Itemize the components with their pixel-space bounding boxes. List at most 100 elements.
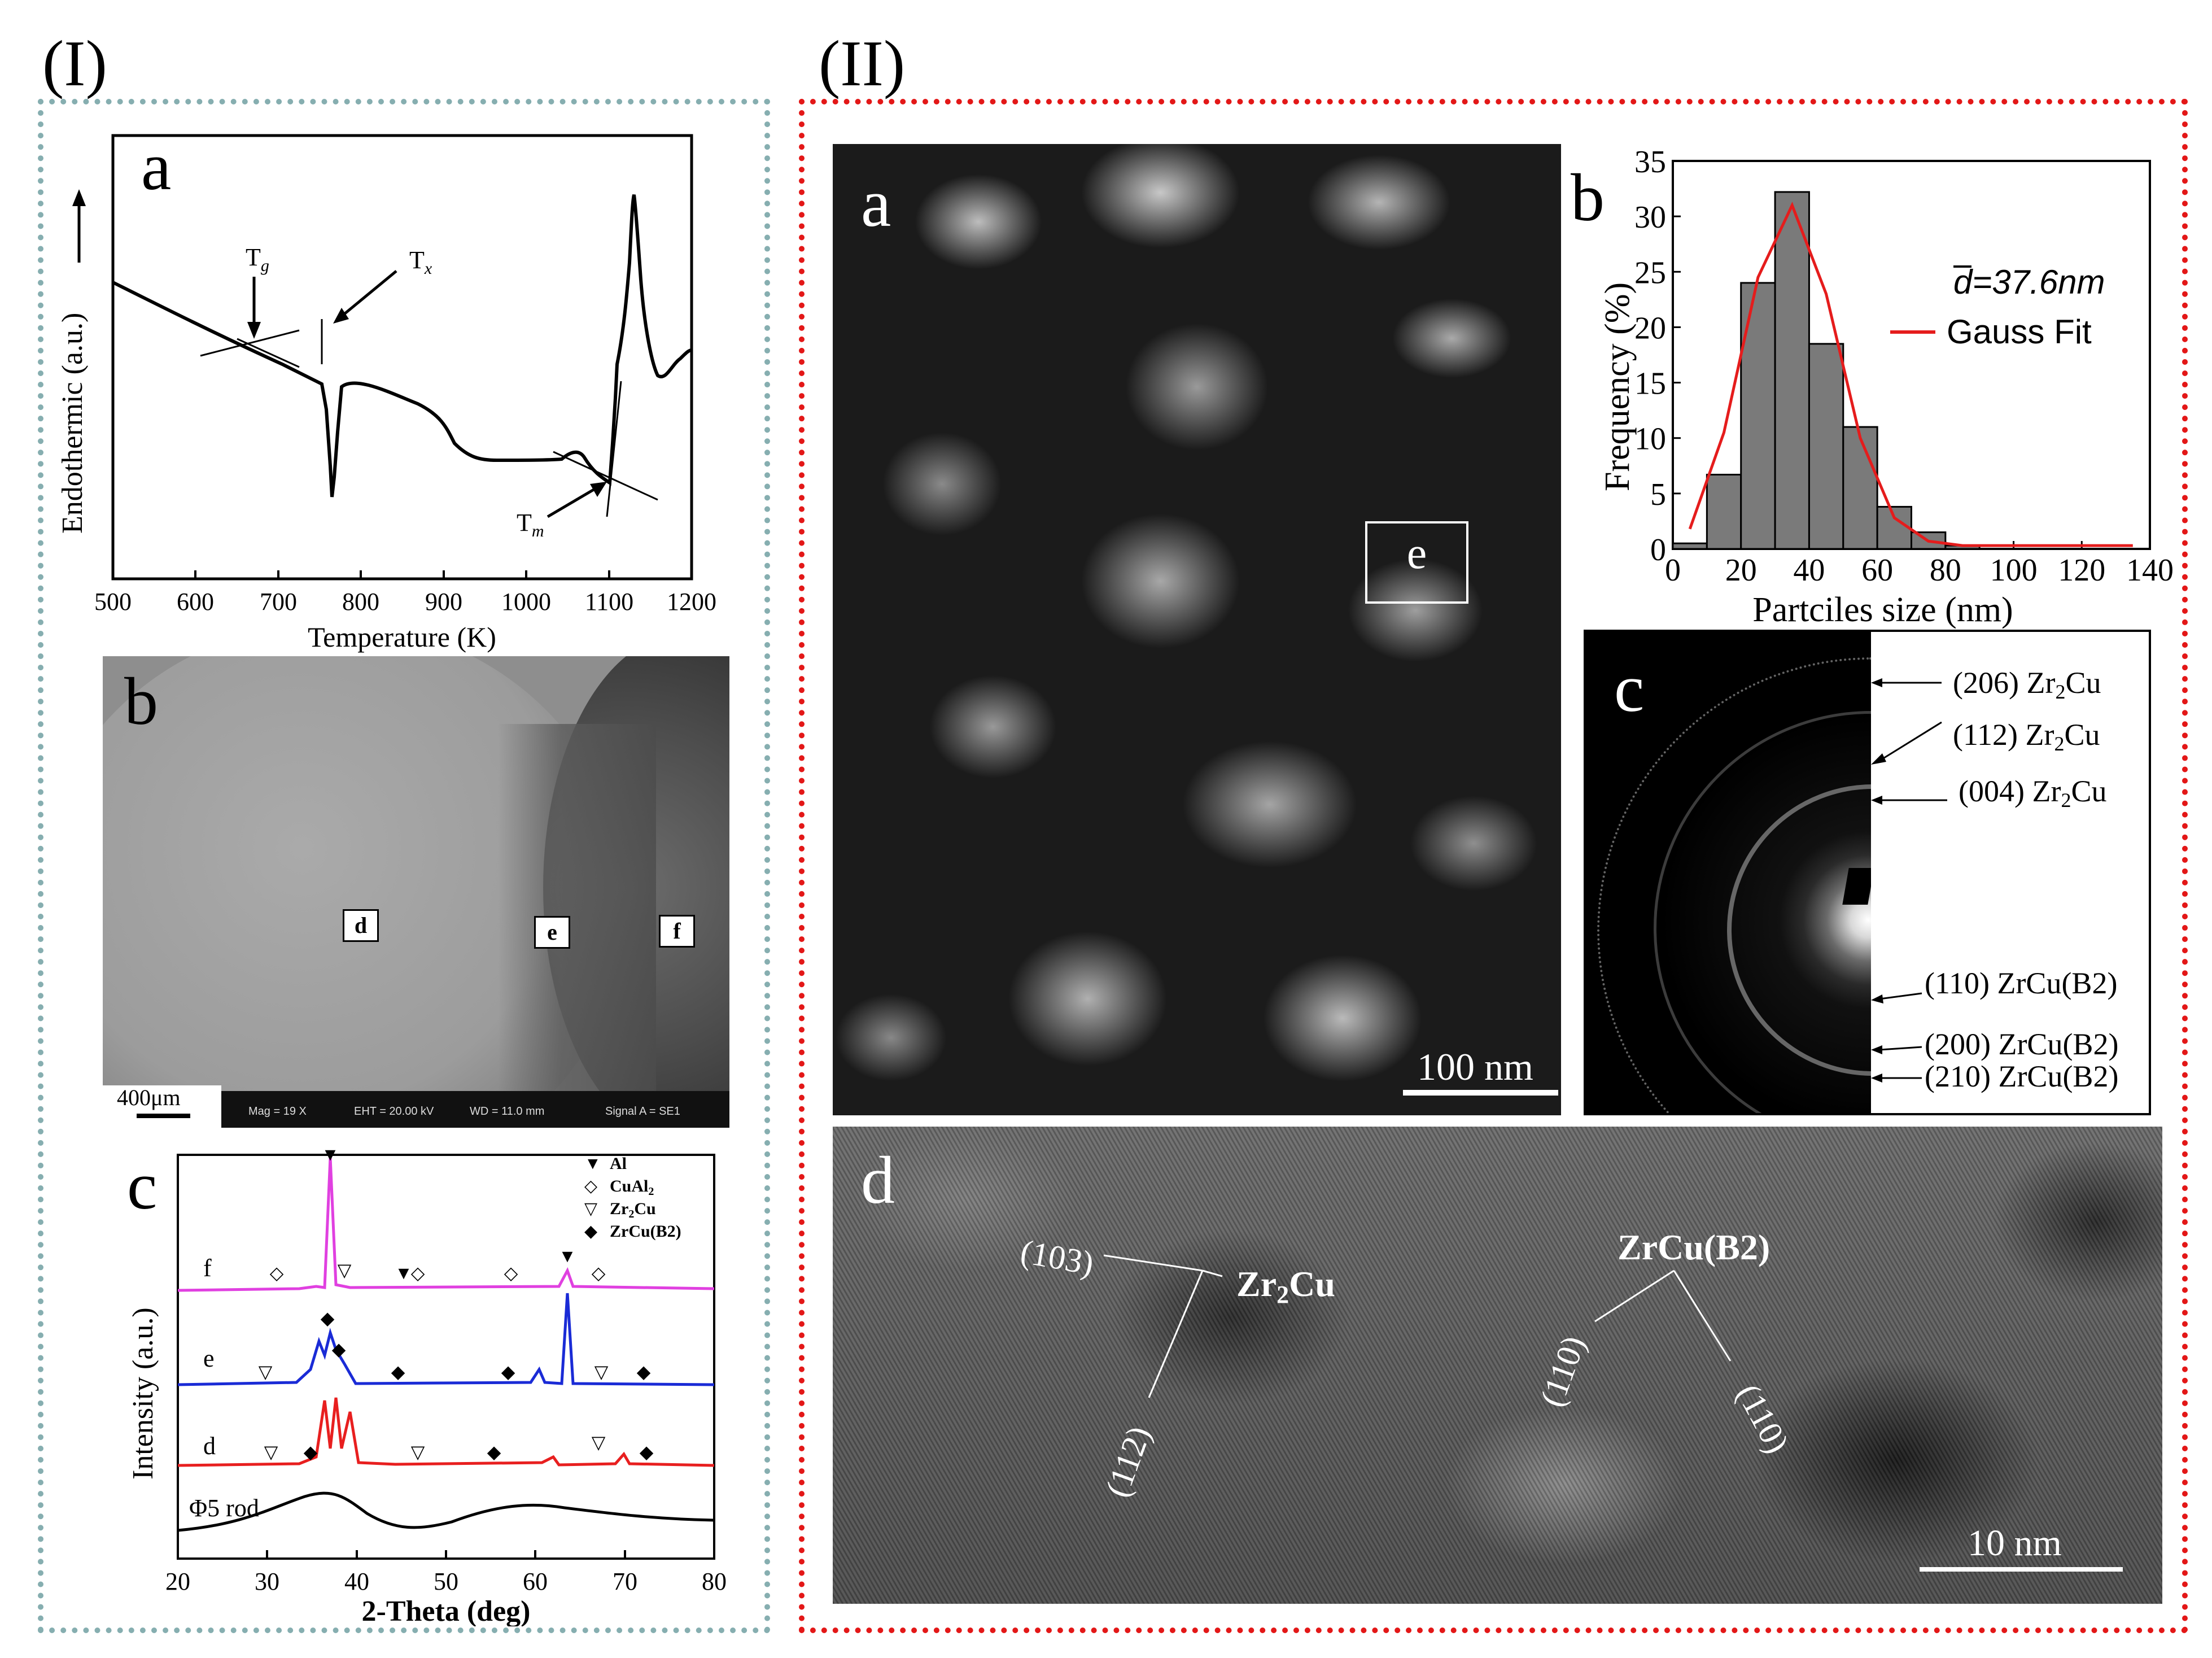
xrd-markers: ▼ ◇ ▽ ▼ ◇ ◇ ▼ ◇ ◆ ▽ ◆ ◆ ◆ ▽ ◆ ▽ ◆ ▽ ◆ ▽ … bbox=[259, 1144, 654, 1462]
saed-label-210: (210) ZrCu(B2) bbox=[1925, 1059, 2118, 1093]
hrtem-scale-bar bbox=[1920, 1567, 2123, 1572]
xrd-label-rod: Φ5 rod bbox=[189, 1494, 259, 1522]
hist-bar bbox=[1672, 542, 1708, 550]
sem-scale-label: 400μm bbox=[117, 1085, 181, 1110]
hist-ytick-label: 35 bbox=[1634, 145, 1666, 180]
hist-ytick-label: 5 bbox=[1650, 477, 1666, 512]
label-103: (103) bbox=[1018, 1233, 1096, 1282]
label-zr2cu: Zr2Cu bbox=[1236, 1264, 1335, 1308]
hist-xtick-label: 80 bbox=[1930, 553, 1961, 588]
xrd-legend: ▼ Al ◇ CuAl2 ▽ Zr2Cu ◆ ZrCu(B2) bbox=[584, 1154, 681, 1241]
label-110: (110) bbox=[1730, 1378, 1796, 1459]
hist-ytick-label: 25 bbox=[1634, 255, 1666, 290]
xrd-curve-rod bbox=[177, 1491, 715, 1532]
marker-b2: ◆ bbox=[637, 1362, 651, 1382]
sem-scale-bar bbox=[137, 1114, 190, 1118]
saed-ring bbox=[1597, 657, 1871, 1113]
dsc-curve bbox=[112, 194, 692, 498]
xrd-xlabel: 2-Theta (deg) bbox=[362, 1595, 531, 1626]
hist-xtick-label: 100 bbox=[1990, 553, 2038, 588]
dsc-ylabel: Endothermic (a.u.) bbox=[56, 313, 89, 534]
marker-al: ▼ bbox=[321, 1144, 339, 1164]
sem-signal: Signal A = SE1 bbox=[605, 1105, 680, 1118]
xrd-xtick: 20 bbox=[165, 1568, 190, 1595]
hrtem-annotations: (103) Zr2Cu (112) ZrCu(B2) (110) (110) bbox=[1018, 1227, 1796, 1502]
xrd-label-d: d bbox=[203, 1432, 216, 1460]
hist-bar bbox=[1740, 282, 1776, 550]
saed-pattern: c bbox=[1586, 632, 1871, 1113]
xrd-label-e: e bbox=[203, 1345, 215, 1372]
xrd-xtick: 80 bbox=[702, 1568, 727, 1595]
tem-region-box bbox=[1365, 521, 1468, 604]
hrtem-scale-label: 10 nm bbox=[1968, 1522, 2062, 1564]
hist-xtick-label: 60 bbox=[1861, 553, 1893, 588]
hist-xtick-label: 140 bbox=[2126, 553, 2174, 588]
marker-b2: ◆ bbox=[487, 1442, 501, 1462]
dsc-plot-frame bbox=[111, 134, 693, 581]
dsc-tg-arrowhead bbox=[247, 322, 261, 339]
saed-label-004: (004) Zr2Cu bbox=[1959, 774, 2106, 811]
marker-cual2: ◇ bbox=[411, 1263, 425, 1283]
dsc-tx-label: Tx bbox=[409, 246, 432, 278]
legend-zr2cu: Zr2Cu bbox=[610, 1199, 656, 1220]
saed-label-200: (200) ZrCu(B2) bbox=[1925, 1027, 2118, 1061]
marker-zr2cu: ▽ bbox=[411, 1442, 425, 1462]
left-panel-frame bbox=[38, 99, 770, 1633]
marker-b2: ◆ bbox=[332, 1339, 346, 1359]
dsc-xtick: 700 bbox=[260, 588, 297, 616]
marker-b2: ◆ bbox=[640, 1442, 654, 1462]
tem-letter: a bbox=[861, 165, 891, 241]
xrd-plot-frame bbox=[177, 1154, 715, 1560]
dsc-letter: a bbox=[141, 129, 171, 204]
marker-b2: ◆ bbox=[501, 1362, 515, 1382]
saed-arrow bbox=[1879, 992, 1922, 1000]
hist-xtick-label: 20 bbox=[1725, 553, 1757, 588]
sem-boundary-band bbox=[498, 724, 656, 1119]
sem-micrograph: b d e f 400μm Mag = 19 X EHT = 20.00 kV … bbox=[103, 656, 729, 1128]
hist-xlabel: Partciles size (nm) bbox=[1752, 591, 2013, 629]
legend-b2: ZrCu(B2) bbox=[610, 1222, 681, 1241]
dsc-tangent bbox=[553, 451, 658, 501]
sem-scale-box bbox=[103, 1085, 221, 1128]
xrd-curve-labels: f e d Φ5 rod bbox=[189, 1254, 259, 1522]
hist-bars bbox=[1672, 191, 1981, 550]
leader-line bbox=[1673, 1270, 1732, 1362]
xrd-curve-d bbox=[177, 1397, 715, 1467]
dsc-ticks bbox=[112, 570, 693, 579]
hist-gauss-fit-line bbox=[1688, 202, 2133, 547]
sem-wd: WD = 11.0 mm bbox=[470, 1105, 545, 1118]
saed-panel: c (206) Zr2Cu (112) Zr2Cu (004) Zr2Cu (1… bbox=[1584, 630, 2151, 1115]
dsc-xtick: 800 bbox=[342, 588, 379, 616]
tem-scale-bar bbox=[1403, 1090, 1558, 1096]
hist-ytick-label: 30 bbox=[1634, 200, 1666, 235]
dsc-xtick-labels: 500 600 700 800 900 1000 1100 1200 bbox=[94, 588, 716, 616]
marker-zr2cu: ▽ bbox=[592, 1432, 606, 1452]
tem-region-label: e bbox=[1406, 529, 1427, 578]
marker-cual2: ◇ bbox=[504, 1263, 518, 1283]
dsc-xtick: 600 bbox=[177, 588, 214, 616]
xrd-xtick: 70 bbox=[613, 1568, 637, 1595]
hrtem-letter: d bbox=[861, 1142, 895, 1218]
hist-chart: b Frequency (%) 0 5 10 15 20 25 30 35 0 20 40 60 80… bbox=[1571, 145, 2174, 629]
xrd-xtick: 40 bbox=[344, 1568, 369, 1595]
marker-b2: ◆ bbox=[391, 1362, 405, 1382]
marker-zr2cu: ▽ bbox=[594, 1362, 609, 1382]
xrd-xtick: 60 bbox=[523, 1568, 548, 1595]
sem-marker-e: e bbox=[534, 916, 570, 949]
xrd-curve-f bbox=[177, 1157, 715, 1292]
dsc-xlabel: Temperature (K) bbox=[308, 621, 496, 653]
hist-xticks: 0 20 40 60 80 100 120 140 bbox=[1665, 541, 2174, 588]
saed-label-112: (112) Zr2Cu bbox=[1953, 718, 2100, 755]
hist-xtick-label: 0 bbox=[1665, 553, 1681, 588]
legend-marker-zr2cu: ▽ bbox=[584, 1199, 597, 1218]
hist-yticks: 0 5 10 15 20 25 30 35 bbox=[1634, 145, 1681, 568]
hist-xtick-label: 120 bbox=[2058, 553, 2105, 588]
legend-al: Al bbox=[610, 1154, 627, 1173]
hrtem-texture bbox=[833, 1127, 2162, 1604]
hist-ylabel: Frequency (%) bbox=[1598, 282, 1637, 491]
leader-line bbox=[1103, 1254, 1203, 1272]
xrd-curve-e bbox=[177, 1293, 715, 1386]
panel-label-right: (II) bbox=[819, 28, 906, 99]
sem-marker-d: d bbox=[343, 909, 379, 942]
legend-marker-cual2: ◇ bbox=[584, 1177, 597, 1195]
